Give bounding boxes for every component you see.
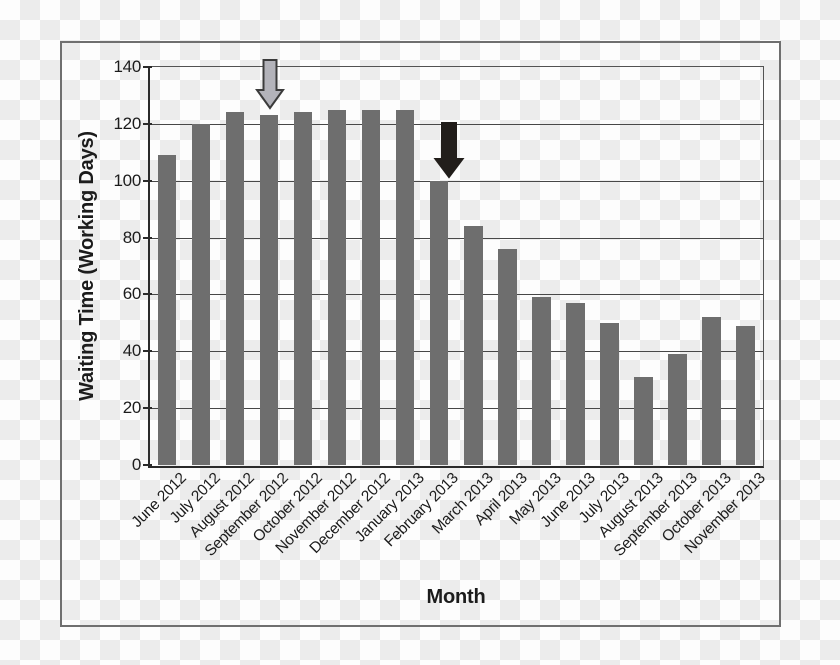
bar-june-2013 bbox=[566, 302, 585, 465]
bar-july-2013 bbox=[600, 322, 619, 465]
gridline-60 bbox=[150, 294, 763, 296]
bar-september-2013 bbox=[668, 354, 687, 465]
bar-may-2013 bbox=[532, 297, 551, 465]
bar-march-2013 bbox=[464, 226, 483, 465]
bar-december-2012 bbox=[361, 109, 381, 465]
gridline-40 bbox=[150, 351, 763, 353]
y-tick-label-100: 100 bbox=[113, 170, 142, 190]
y-tick-label-80: 80 bbox=[122, 227, 142, 247]
plot-area bbox=[148, 66, 764, 468]
gridline-20 bbox=[150, 408, 763, 410]
y-tick-label-40: 40 bbox=[122, 341, 142, 361]
bar-november-2012 bbox=[327, 109, 347, 465]
y-tick-100 bbox=[143, 179, 152, 182]
y-tick-label-140: 140 bbox=[113, 57, 142, 76]
bar-july-2012 bbox=[191, 123, 211, 465]
y-tick-0 bbox=[143, 464, 152, 466]
gridline-100 bbox=[150, 180, 763, 182]
y-tick-label-20: 20 bbox=[122, 398, 142, 418]
bar-january-2013 bbox=[395, 109, 415, 465]
y-tick-80 bbox=[143, 236, 152, 239]
bar-november-2013 bbox=[736, 325, 755, 465]
bar-june-2012 bbox=[157, 155, 176, 465]
bar-october-2013 bbox=[702, 317, 721, 465]
bar-april-2013 bbox=[498, 248, 517, 465]
x-axis-title: Month bbox=[426, 586, 486, 608]
y-axis-title: Waiting Time (Working Days) bbox=[76, 131, 98, 401]
bar-october-2012 bbox=[293, 112, 313, 465]
bar-september-2012 bbox=[259, 115, 279, 465]
y-tick-120 bbox=[143, 122, 152, 125]
y-tick-20 bbox=[143, 407, 152, 410]
y-tick-140 bbox=[143, 66, 152, 68]
bar-february-2013 bbox=[429, 180, 449, 465]
y-tick-label-0: 0 bbox=[131, 455, 141, 474]
y-tick-40 bbox=[143, 350, 152, 353]
y-tick-60 bbox=[143, 293, 152, 296]
y-tick-label-60: 60 bbox=[122, 284, 142, 304]
figure-frame bbox=[60, 41, 781, 627]
bar-august-2012 bbox=[225, 112, 245, 465]
bar-august-2013 bbox=[634, 376, 653, 465]
gridline-80 bbox=[150, 237, 763, 239]
y-tick-label-120: 120 bbox=[113, 113, 142, 133]
